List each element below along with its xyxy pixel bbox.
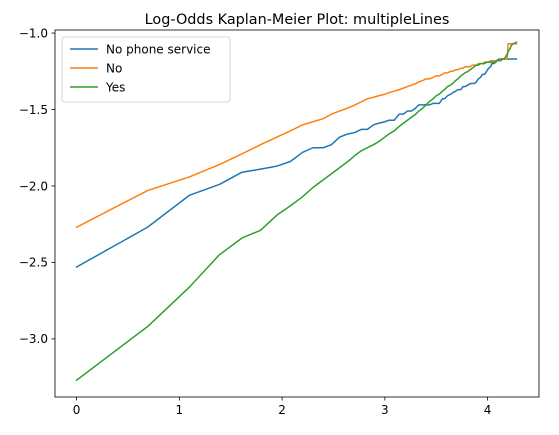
x-axis: 0 1 2 3 4 (73, 397, 492, 417)
y-tick-label: −2.5 (19, 256, 48, 270)
series-layer (75, 41, 518, 382)
y-tick-label: −1.0 (19, 26, 48, 40)
plot-frame (54, 29, 540, 398)
x-tick-label: 4 (484, 403, 492, 417)
x-tick-label: 3 (381, 403, 389, 417)
legend-label: Yes (105, 80, 125, 94)
x-tick-label: 0 (73, 403, 81, 417)
y-tick-label: −1.5 (19, 103, 48, 117)
y-tick-label: −3.0 (19, 332, 48, 346)
y-tick-label: −2.0 (19, 179, 48, 193)
legend-label: No (106, 61, 122, 75)
legend: No phone service No Yes (61, 36, 231, 103)
x-tick-label: 1 (176, 403, 184, 417)
x-tick-label: 2 (278, 403, 286, 417)
y-axis: −3.0 −2.5 −2.0 −1.5 −1.0 (19, 26, 55, 346)
legend-label: No phone service (106, 42, 210, 56)
legend-box (61, 36, 231, 103)
plot-area (54, 29, 540, 398)
series-line-yes (75, 41, 518, 382)
chart-title: Log-Odds Kaplan-Meier Plot: multipleLine… (145, 12, 450, 28)
